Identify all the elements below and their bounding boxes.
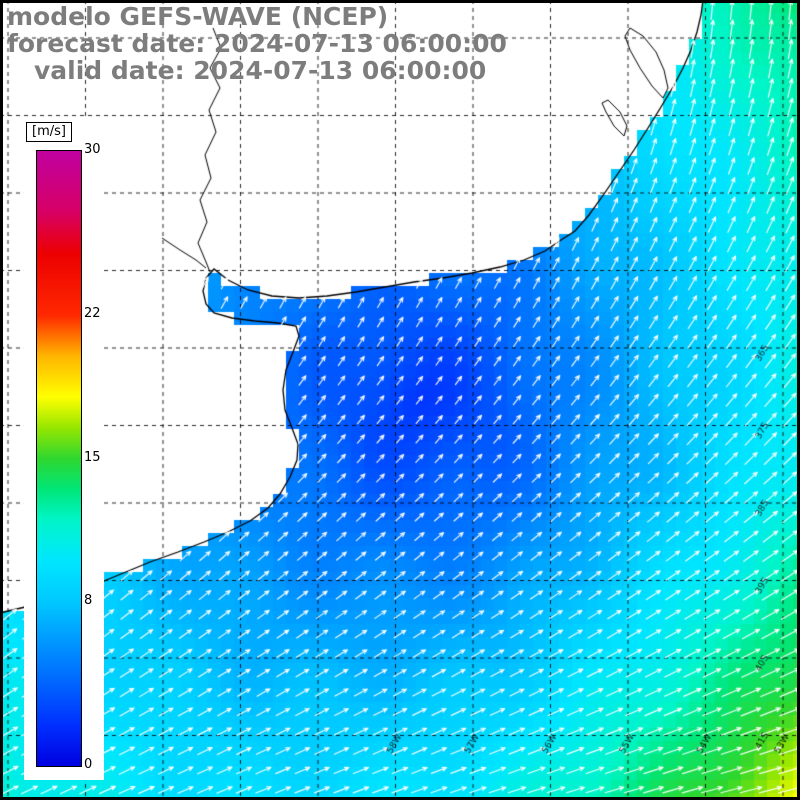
colorbar-gradient xyxy=(36,150,82,767)
colorbar-tick-label: 30 xyxy=(84,142,101,157)
colorbar-tick-label: 8 xyxy=(84,593,93,608)
valid-date-label: valid date: 2024-07-13 06:00:00 xyxy=(34,56,487,85)
colorbar-unit-label: [m/s] xyxy=(26,122,72,142)
colorbar-tick-label: 15 xyxy=(84,449,101,465)
colorbar-tick-label: 22 xyxy=(84,306,101,321)
model-title: modelo GEFS-WAVE (NCEP) xyxy=(7,2,389,31)
colorbar-tick-label: 0 xyxy=(84,757,93,772)
header-block: modelo GEFS-WAVE (NCEP) forecast date: 2… xyxy=(7,3,507,84)
colorbar: [m/s] 30 22 15 8 0 xyxy=(24,118,104,780)
forecast-date-label: forecast date: 2024-07-13 06:00:00 xyxy=(7,29,507,58)
